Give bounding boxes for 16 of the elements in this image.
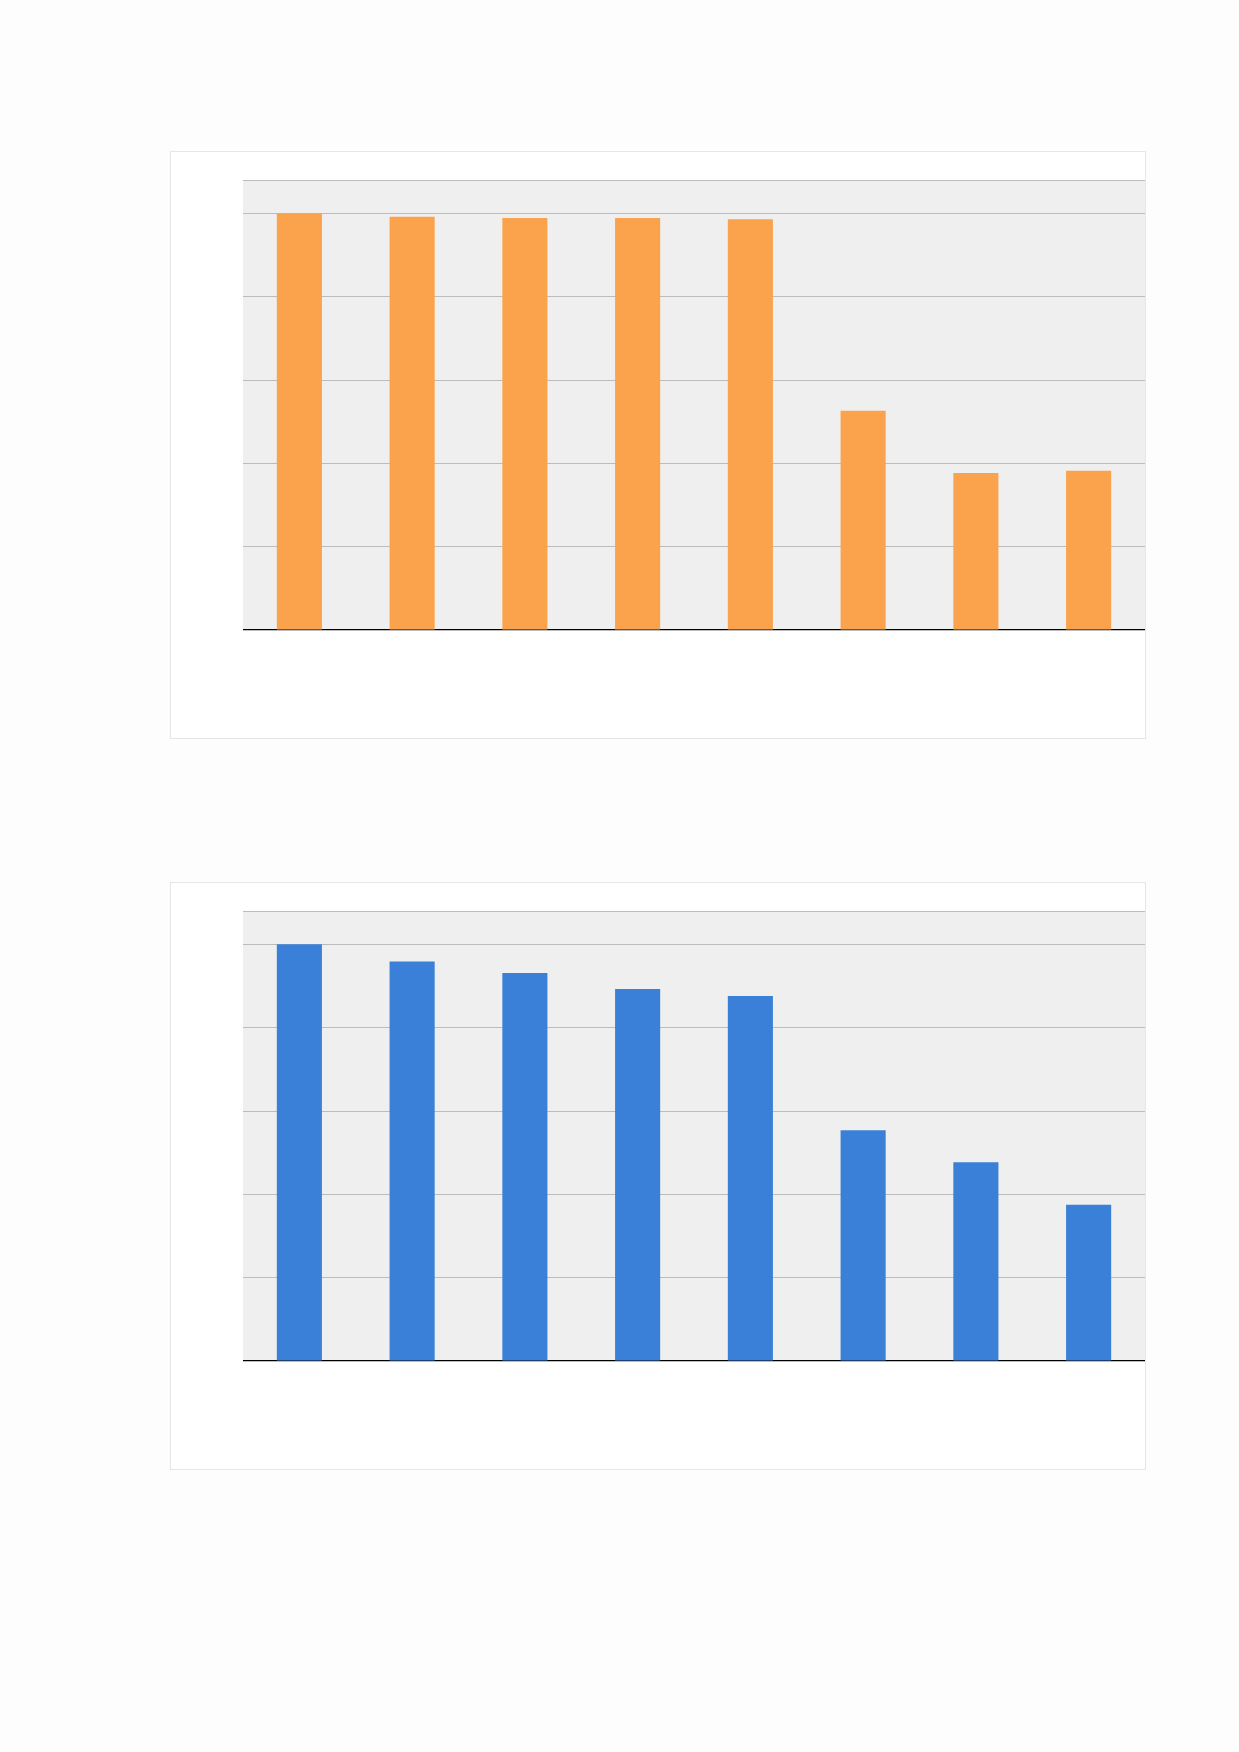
bar: [615, 217, 661, 630]
bar: [276, 944, 322, 1361]
bar: [502, 217, 548, 630]
bar: [840, 1130, 886, 1361]
bar: [615, 988, 661, 1361]
bar: [953, 472, 999, 630]
bar: [276, 213, 322, 630]
bar: [502, 973, 548, 1361]
bar: [840, 410, 886, 630]
bar: [727, 996, 773, 1361]
bar: [389, 961, 435, 1361]
bar: [727, 219, 773, 630]
bar: [1066, 1204, 1112, 1361]
bar: [953, 1162, 999, 1361]
bar: [389, 216, 435, 630]
bar: [1066, 470, 1112, 630]
